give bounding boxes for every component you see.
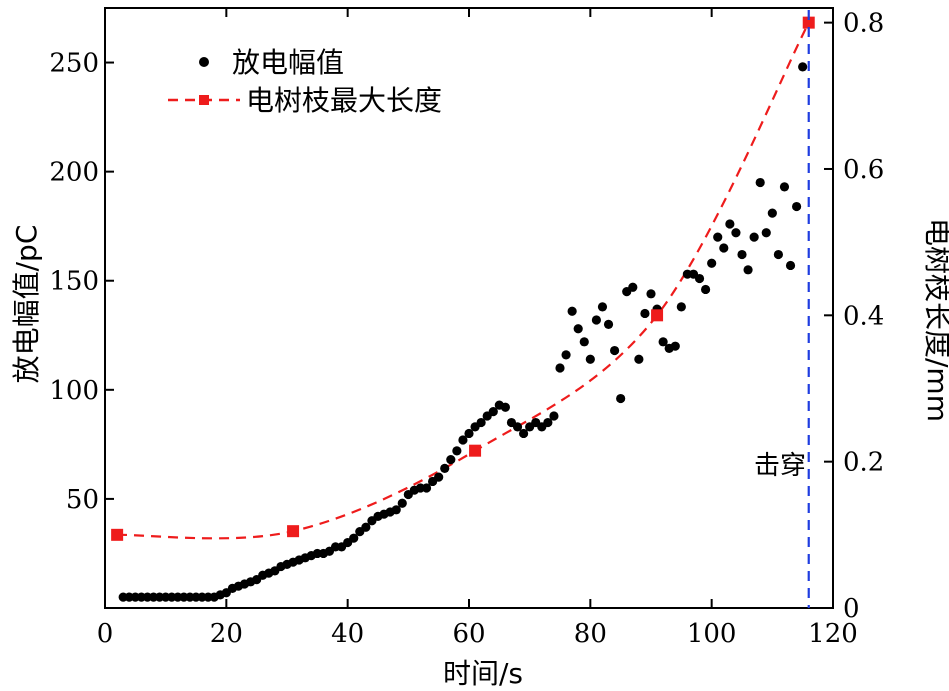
scatter-point <box>452 446 462 456</box>
x-tick-label: 40 <box>331 619 364 649</box>
scatter-point <box>694 273 705 284</box>
scatter-point <box>785 260 796 271</box>
scatter-point <box>701 284 711 295</box>
scatter-point <box>646 289 656 299</box>
y-left-tick-label: 200 <box>49 158 99 188</box>
scatter-point <box>585 354 595 364</box>
y-right-axis-title: 电树枝长度/mm <box>921 218 949 422</box>
legend-scatter-symbol <box>199 57 209 67</box>
y-right-tick-label: 0.8 <box>843 9 884 39</box>
scatter-point <box>391 505 401 515</box>
scatter-point <box>597 302 608 312</box>
legend-label-line: 电树枝最大长度 <box>246 84 442 117</box>
y-left-tick-label: 50 <box>66 485 99 515</box>
scatter-point <box>573 324 583 334</box>
line-marker <box>111 528 124 541</box>
scatter-point <box>670 341 680 351</box>
scatter-point <box>446 455 456 465</box>
scatter-point <box>749 232 759 242</box>
x-tick-label: 80 <box>574 619 607 649</box>
scatter-point <box>349 533 359 543</box>
scatter-point <box>628 282 638 292</box>
scatter-point <box>519 428 529 439</box>
x-tick-label: 20 <box>210 619 243 649</box>
plot-frame <box>104 7 834 609</box>
scatter-point <box>361 522 371 532</box>
scatter-point <box>512 422 523 432</box>
scatter-point <box>755 177 765 188</box>
scatter-point <box>773 249 784 260</box>
scatter-point <box>713 232 723 242</box>
scatter-point <box>676 302 686 312</box>
scatter-point <box>561 350 571 360</box>
scatter-point <box>707 258 717 268</box>
line-marker <box>651 309 664 322</box>
scatter-point <box>719 243 729 253</box>
scatter-point <box>743 265 753 275</box>
line-marker <box>469 444 482 457</box>
scatter-point <box>440 463 450 473</box>
scatter-point <box>616 393 626 404</box>
y-right-tick-label: 0 <box>843 594 860 624</box>
scatter-point <box>725 219 735 229</box>
scatter-point <box>434 472 444 482</box>
x-tick-label: 100 <box>687 619 737 649</box>
scatter-point <box>421 483 432 493</box>
scatter-point <box>488 407 498 417</box>
scatter-point <box>779 182 790 192</box>
x-axis-title: 时间/s <box>443 657 523 690</box>
x-tick-label: 120 <box>808 619 858 649</box>
y-right-tick-label: 0.2 <box>843 448 884 478</box>
y-left-tick-label: 250 <box>49 49 99 79</box>
scatter-point <box>792 201 802 212</box>
scatter-point <box>610 345 620 356</box>
legend-label-scatter: 放电幅值 <box>232 46 344 79</box>
scatter-point <box>737 249 747 260</box>
scatter-point <box>555 363 565 373</box>
scatter-point <box>591 315 602 325</box>
scatter-point <box>761 228 771 238</box>
scatter-point <box>458 435 468 445</box>
y-right-tick-label: 0.4 <box>843 301 884 331</box>
scatter-point <box>767 208 777 218</box>
scatter-point <box>567 306 577 316</box>
y-left-tick-label: 100 <box>49 376 99 406</box>
scatter-point <box>476 417 486 428</box>
scatter-point <box>640 308 650 319</box>
scatter-point <box>464 428 474 439</box>
y-left-tick-label: 150 <box>49 267 99 297</box>
scatter-point <box>397 498 407 508</box>
scatter-point <box>549 411 559 421</box>
scatter-point <box>731 228 741 238</box>
breakdown-label: 击穿 <box>754 451 806 481</box>
legend-line-marker <box>199 95 209 105</box>
scatter-point <box>798 62 808 72</box>
x-tick-label: 60 <box>452 619 485 649</box>
y-left-axis-title: 放电幅值/pC <box>10 225 43 384</box>
scatter-point <box>603 319 614 329</box>
scatter-point <box>500 402 510 412</box>
line-marker <box>287 525 300 538</box>
x-tick-label: 0 <box>97 619 114 649</box>
series-line-dendrite-length <box>117 22 810 540</box>
line-marker <box>802 16 815 29</box>
scatter-point <box>579 337 589 347</box>
scatter-point <box>543 417 553 428</box>
y-right-tick-label: 0.6 <box>843 155 884 185</box>
scatter-point <box>658 337 668 347</box>
scatter-point <box>634 354 644 364</box>
